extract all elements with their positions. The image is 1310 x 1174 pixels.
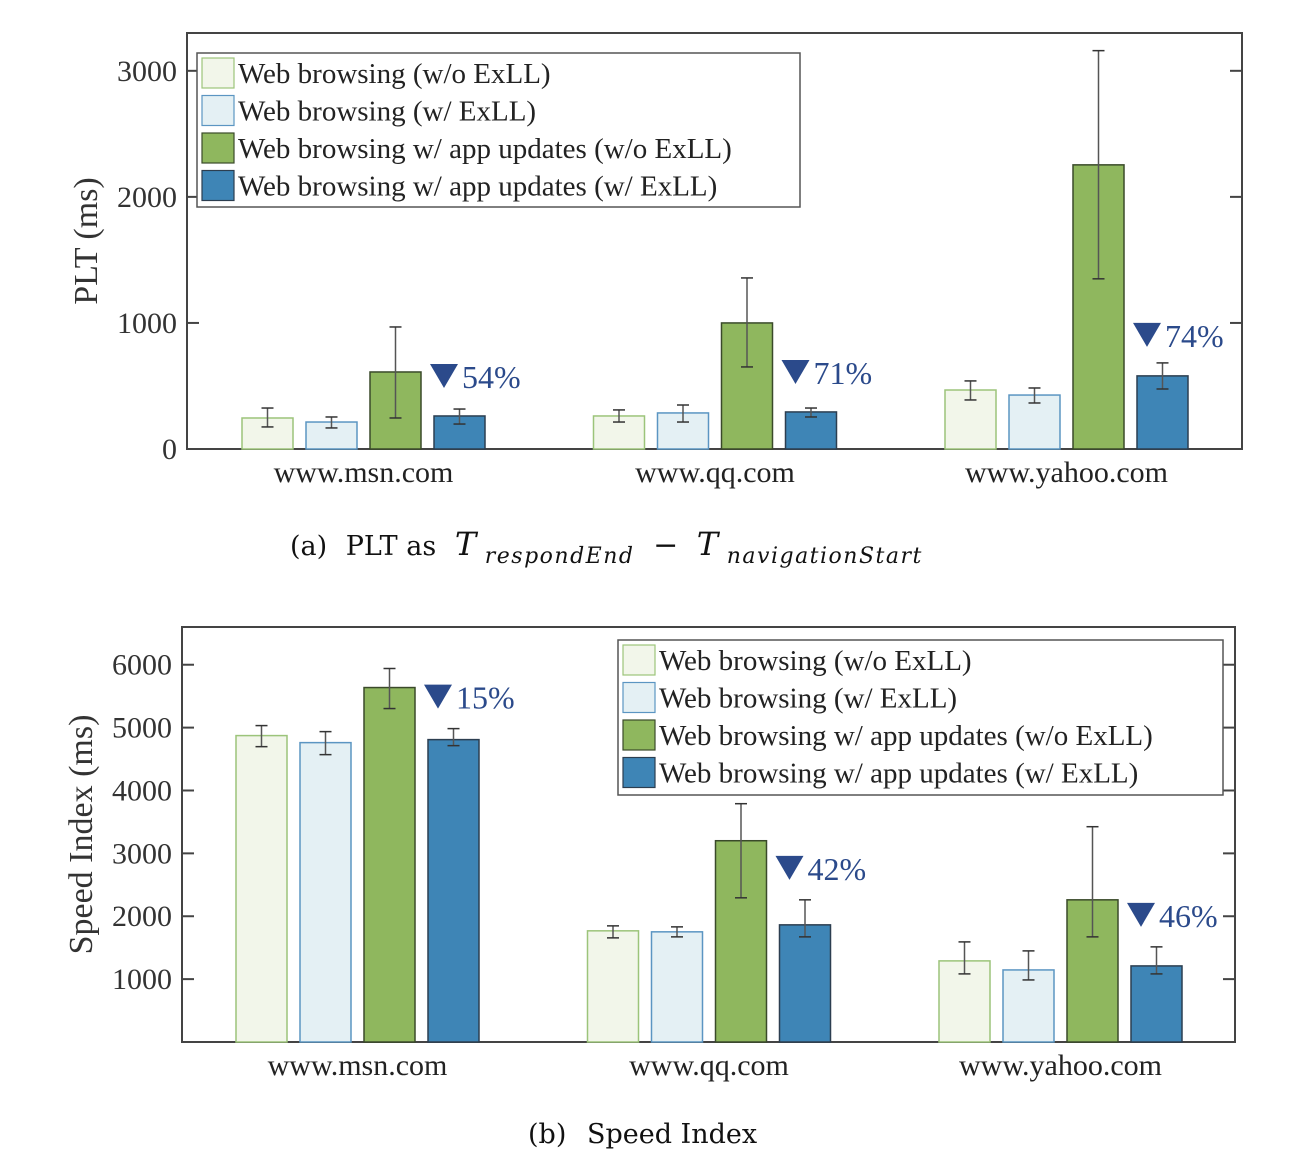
bar	[656, 412, 710, 450]
y-axis: 0 1000 2000 3000	[117, 55, 1242, 466]
legend-swatch	[622, 719, 656, 751]
reduction-label: 42%	[808, 851, 867, 887]
legend-box	[617, 639, 1224, 796]
legend: Web browsing (w/o ExLL) Web browsing (w/ …	[196, 52, 801, 208]
caption-math-sub2: navigationStart	[727, 544, 923, 569]
reduction-label: 15%	[456, 680, 515, 716]
legend-swatch	[201, 57, 235, 89]
y-tick-label: 3000	[112, 837, 172, 870]
bar	[363, 686, 416, 1043]
legend-swatch	[201, 132, 235, 164]
y-tick-label: 2000	[117, 181, 177, 214]
y-tick-label: 6000	[112, 649, 172, 682]
x-axis: www.msn.com www.qq.com www.yahoo.com	[268, 1049, 1162, 1082]
caption-text: Speed Index	[587, 1119, 757, 1150]
chart-plt: 0 1000 2000 3000 PLT (ms) www.msn.com www.qq…	[68, 32, 1243, 570]
x-tick-label: www.qq.com	[635, 456, 795, 489]
caption-math-minus: −	[653, 528, 678, 563]
bars	[235, 667, 1183, 1043]
reduction-label: 74%	[1165, 318, 1224, 354]
reduction-label: 46%	[1159, 898, 1218, 934]
x-tick-label: www.yahoo.com	[959, 1049, 1162, 1082]
y-tick-label: 3000	[117, 55, 177, 88]
y-tick-label: 4000	[112, 774, 172, 807]
y-tick-label: 0	[162, 433, 177, 466]
chart-speed-index: 1000 2000 3000 4000 5000 6000 Speed Index (ms…	[63, 626, 1236, 1150]
bar	[1130, 965, 1183, 1043]
caption-prefix: (b)	[528, 1119, 566, 1150]
caption-prefix: (a)	[290, 531, 327, 562]
down-triangle-icon	[430, 363, 458, 388]
caption-math-sub1: respondEnd	[485, 544, 635, 569]
legend-label: Web browsing (w/ ExLL)	[238, 96, 536, 128]
down-triangle-icon	[775, 855, 804, 880]
bar	[784, 411, 838, 450]
reduction-label: 71%	[814, 355, 873, 391]
bar	[650, 931, 704, 1043]
y-tick-label: 1000	[117, 307, 177, 340]
caption-a: (a) PLT as T respondEnd − T navigationSt…	[290, 525, 923, 570]
legend-swatch	[622, 644, 656, 676]
y-tick-label: 2000	[112, 900, 172, 933]
caption-b: (b) Speed Index	[528, 1119, 757, 1150]
plot-frame	[186, 32, 1243, 450]
down-triangle-icon	[1133, 322, 1161, 347]
bar	[299, 741, 352, 1043]
legend-label: Web browsing w/ app updates (w/o ExLL)	[659, 720, 1153, 752]
legend-box	[196, 52, 801, 208]
y-axis-title: Speed Index (ms)	[63, 715, 100, 955]
x-tick-label: www.msn.com	[268, 1049, 448, 1082]
legend-swatch	[622, 756, 656, 789]
caption-text: PLT as	[346, 531, 436, 562]
x-tick-label: www.yahoo.com	[965, 456, 1168, 489]
bar	[1002, 969, 1055, 1043]
y-tick-label: 5000	[112, 712, 172, 745]
legend-label: Web browsing (w/o ExLL)	[238, 58, 551, 90]
legend-swatch	[201, 94, 235, 127]
legend-label: Web browsing (w/o ExLL)	[659, 645, 972, 677]
legend-label: Web browsing w/ app updates (w/o ExLL)	[238, 133, 732, 165]
y-axis-title: PLT (ms)	[68, 177, 105, 305]
x-tick-label: www.msn.com	[274, 456, 454, 489]
down-triangle-icon	[781, 359, 810, 384]
caption-math-t1: T	[455, 525, 479, 563]
bar	[586, 930, 640, 1043]
legend-label: Web browsing (w/ ExLL)	[659, 683, 957, 715]
x-axis: www.msn.com www.qq.com www.yahoo.com	[274, 456, 1168, 489]
bar	[778, 924, 832, 1043]
legend: Web browsing (w/o ExLL) Web browsing (w/ …	[617, 639, 1224, 796]
bar	[235, 734, 288, 1043]
bar	[427, 738, 480, 1043]
down-triangle-icon	[424, 684, 452, 709]
caption-math-t2: T	[697, 525, 721, 563]
y-axis: 1000 2000 3000 4000 5000 6000	[112, 649, 1235, 996]
plot-frame	[181, 626, 1236, 1043]
x-tick-label: www.qq.com	[629, 1049, 789, 1082]
annotations: 15% 42% 46%	[424, 680, 1218, 934]
legend-swatch	[622, 681, 656, 714]
y-tick-label: 1000	[112, 963, 172, 996]
reduction-label: 54%	[462, 359, 521, 395]
legend-label: Web browsing w/ app updates (w/ ExLL)	[238, 171, 717, 203]
legend-label: Web browsing w/ app updates (w/ ExLL)	[659, 758, 1138, 790]
legend-swatch	[201, 169, 235, 202]
annotations: 54% 71% 74%	[430, 318, 1224, 395]
down-triangle-icon	[1127, 902, 1155, 927]
bars	[241, 49, 1189, 450]
